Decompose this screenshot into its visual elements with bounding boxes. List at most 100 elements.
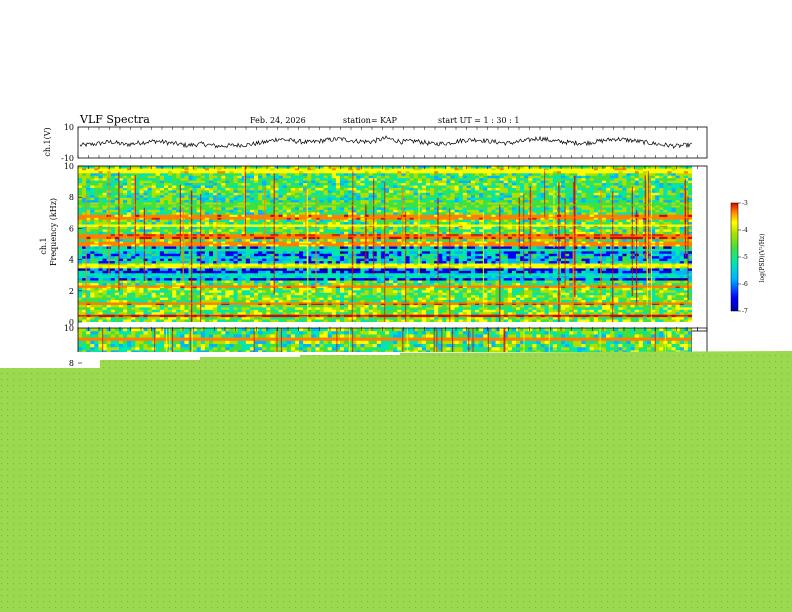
spectrogram-cell [139,236,144,240]
spectrogram-cell [94,290,99,294]
spectrogram-cell [155,285,161,289]
spectrogram-cell [249,312,255,315]
spectrogram-cell [110,170,116,174]
spectrogram-cell [266,309,271,313]
spectrogram-cell [278,297,283,301]
spectrogram-cell [221,258,226,262]
spectrogram-cell [86,263,91,267]
spectrogram-cell [335,256,341,259]
spectrogram-cell [147,283,152,286]
spectrogram-cell [127,202,132,206]
spectrogram-cell [127,195,132,198]
spectrogram-cell [221,261,226,264]
spectrogram-cell [360,236,365,240]
spectrogram-cell [204,241,210,245]
spectrogram-cell [303,309,308,313]
spectrogram-cell [78,290,83,294]
spectrogram-cell [94,300,99,303]
spectrogram-cell [135,209,140,213]
spectrogram-cell [249,200,255,203]
spectrogram-cell [360,283,365,286]
spectrogram-cell [114,185,120,189]
spectrogram-cell [151,183,157,186]
spectrogram-cell [114,285,120,289]
spectrogram-cell [213,287,218,291]
spectrogram-cell [258,222,263,225]
spectrogram-cell [135,280,140,284]
spectrogram-cell [184,275,189,279]
spectrogram-cell [155,226,161,230]
spectrogram-cell [299,300,304,303]
spectrogram-cell [118,241,124,245]
spectrogram-cell [225,297,230,301]
spectrogram-cell [307,207,312,211]
spectrogram-cell [200,195,206,198]
spectrogram-cell [254,205,259,208]
spectrogram-cell [278,231,283,235]
spectrogram-cell [323,312,328,315]
spectrogram-cell [315,319,320,322]
spectrogram-cell [319,280,324,284]
spectrogram-cell [208,214,214,218]
spectrogram-cell [131,246,136,250]
spectrogram-cell [82,287,87,291]
spectrogram-cell [299,180,304,184]
spectrogram-cell [78,217,83,220]
spectrogram-cell [311,285,316,289]
spectrogram-cell [168,175,173,179]
spectrogram-cell [237,278,243,281]
spectrogram-cell [143,168,148,172]
spectrogram-cell [258,280,263,284]
spectrogram-cell [200,253,206,257]
spectrogram-cell [237,287,243,291]
spectrogram-cell [266,241,271,245]
spectrogram-cell [360,317,365,320]
spectrogram-cell [356,226,361,230]
spectrogram-cell [184,317,189,320]
spectrogram-cell [225,205,230,208]
spectrogram-cell [225,231,230,235]
spectrogram-cell [290,278,296,281]
spectrogram-cell [151,278,157,281]
spectrogram-cell [262,168,267,172]
spectrogram-cell [299,304,304,308]
spectrogram-cell [364,207,369,211]
spectrogram-cell [327,219,333,223]
spectrogram-cell [278,205,283,208]
spectrogram-cell [385,222,390,225]
spectrogram-cell [233,202,238,206]
spectrogram-cell [217,265,222,269]
spectrogram-cell [286,307,292,311]
spectrogram-cell [299,319,304,322]
spectrogram-cell [176,292,181,296]
spectrogram-cell [311,292,316,296]
spectrogram-cell [123,187,128,191]
spectrogram-cell [229,178,234,181]
spectrogram-cell [286,195,292,198]
spectrogram-cell [335,175,341,179]
spectrogram-cell [262,283,267,286]
spectrogram-cell [168,195,173,198]
spectrogram-cell [196,166,202,169]
spectrogram-cell [360,173,365,177]
spectrogram-cell [278,187,283,191]
spectrogram-cell [344,283,349,286]
spectrogram-cell [376,229,382,233]
spectrogram-cell [151,187,157,191]
spectrogram-cell [110,270,116,274]
spectrogram-cell [200,222,206,225]
spectrogram-cell [94,226,99,230]
spectrogram-cell [172,214,177,218]
spectrogram-cell [208,268,214,272]
spectrogram-cell [102,226,107,230]
spectrogram-cell [339,166,345,169]
spectrogram-cell [315,309,320,313]
spectrogram-cell [254,226,259,230]
spectrogram-cell [208,312,214,315]
spectrogram-cell [352,270,357,274]
spectrogram-cell [327,173,333,177]
spectrogram-cell [168,183,173,186]
spectrogram-cell [368,312,374,315]
spectrogram-cell [249,239,255,242]
date-label: Feb. 24, 2026 [250,116,306,125]
